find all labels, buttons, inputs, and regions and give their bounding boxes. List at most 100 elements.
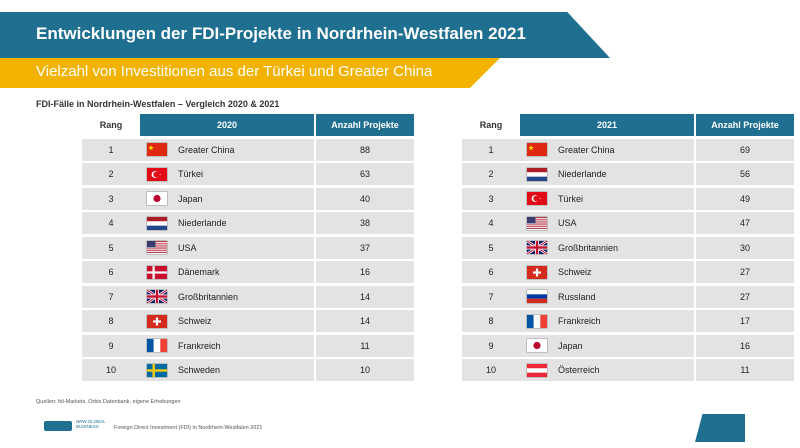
rank-cell: 5: [488, 242, 494, 253]
flag-cell: [520, 216, 554, 230]
rank-cell: 1: [488, 144, 494, 155]
nrw-global-business-logo: [44, 421, 72, 431]
subtitle-banner: Vielzahl von Investitionen aus der Türke…: [0, 58, 500, 88]
rank-cell: 4: [488, 218, 494, 228]
page-title: Entwicklungen der FDI-Projekte in Nordrh…: [36, 24, 526, 43]
count-cell: 17: [694, 310, 794, 332]
usa-flag-icon: [527, 216, 547, 230]
count-cell: 38: [314, 212, 414, 234]
flag-cell: [140, 265, 174, 279]
count-cell: 37: [314, 236, 414, 259]
page-subtitle: Vielzahl von Investitionen aus der Türke…: [36, 63, 433, 80]
rank-cell: 8: [488, 316, 494, 326]
netherlands-flag-icon: [527, 167, 547, 181]
rank-cell: 4: [108, 218, 114, 228]
table-row: 8 Frankreich 17: [462, 310, 794, 332]
count-cell: 16: [694, 334, 794, 357]
switzerland-flag-icon: [147, 314, 167, 328]
austria-flag-icon: [527, 363, 547, 377]
flag-cell: [520, 167, 554, 181]
country-cell: USA: [178, 242, 197, 253]
country-cell: Greater China: [558, 144, 615, 155]
uk-flag-icon: [527, 241, 547, 254]
source-note: Quellen: fdi-Markets, Orbis Datenbank, e…: [36, 399, 181, 405]
flag-cell: [140, 314, 174, 328]
header-rank: Rang: [479, 120, 503, 130]
rank-cell: 10: [485, 365, 496, 375]
table-row: 9 Japan 16: [462, 334, 794, 357]
country-cell: Schweiz: [178, 316, 212, 326]
country-cell: Russland: [558, 291, 596, 302]
flag-cell: [520, 314, 554, 328]
rank-cell: 3: [108, 193, 114, 204]
count-cell: 10: [314, 359, 414, 381]
table-row: 4 Niederlande 38: [82, 212, 414, 234]
country-cell: Schweden: [178, 365, 221, 375]
count-cell: 30: [694, 236, 794, 259]
country-cell: USA: [558, 218, 577, 228]
country-cell: Türkei: [558, 193, 584, 204]
country-cell: Niederlande: [178, 218, 227, 228]
ranking-table-2021: Rang 2021 Anzahl Projekte 1 Greater China 69 2…: [462, 114, 794, 381]
uk-flag-icon: [147, 290, 167, 303]
flag-cell: [140, 339, 174, 352]
rank-cell: 8: [108, 316, 114, 326]
table-row: 10 Schweden 10: [82, 359, 414, 381]
turkey-flag-icon: [527, 192, 547, 205]
country-cell: Großbritannien: [558, 242, 619, 253]
count-cell: 47: [694, 212, 794, 234]
count-cell: 88: [314, 138, 414, 161]
table-row: 1 Greater China 88: [82, 138, 414, 161]
flag-cell: [140, 216, 174, 230]
count-cell: 16: [314, 261, 414, 283]
country-cell: Österreich: [558, 365, 600, 375]
country-cell: Japan: [178, 193, 203, 204]
table-row: 5 USA 37: [82, 236, 414, 259]
table-row: 6 Schweiz 27: [462, 261, 794, 283]
document-title-footer: Foreign Direct Investment (FDI) in Nordr…: [114, 425, 263, 431]
table-row: 7 Russland 27: [462, 285, 794, 308]
flag-cell: [140, 192, 174, 205]
count-cell: 56: [694, 163, 794, 185]
flag-cell: [140, 363, 174, 377]
netherlands-flag-icon: [147, 216, 167, 230]
table-row: 6 Dänemark 16: [82, 261, 414, 283]
usa-flag-icon: [147, 241, 167, 254]
flag-cell: [520, 290, 554, 303]
count-cell: 11: [314, 334, 414, 357]
flag-cell: [520, 241, 554, 254]
count-cell: 11: [694, 359, 794, 381]
country-cell: Frankreich: [558, 316, 601, 326]
country-cell: Frankreich: [178, 340, 221, 351]
rank-cell: 5: [108, 242, 114, 253]
header-count: Anzahl Projekte: [696, 114, 794, 136]
table-row: 3 Türkei 49: [462, 187, 794, 210]
flag-cell: [520, 143, 554, 156]
flag-cell: [520, 192, 554, 205]
table-row: 10 Österreich 11: [462, 359, 794, 381]
table-row: 4 USA 47: [462, 212, 794, 234]
rank-cell: 6: [108, 267, 114, 277]
france-flag-icon: [527, 314, 547, 328]
rank-cell: 7: [108, 291, 114, 302]
count-cell: 69: [694, 138, 794, 161]
country-cell: Greater China: [178, 144, 235, 155]
rank-cell: 3: [488, 193, 494, 204]
country-cell: Schweiz: [558, 267, 592, 277]
flag-cell: [140, 143, 174, 156]
country-cell: Großbritannien: [178, 291, 239, 302]
country-cell: Dänemark: [178, 267, 220, 277]
table-row: 2 Türkei 63: [82, 163, 414, 185]
table-row: 1 Greater China 69: [462, 138, 794, 161]
header-count: Anzahl Projekte: [316, 114, 414, 136]
corner-decoration: [695, 414, 745, 442]
table-row: 9 Frankreich 11: [82, 334, 414, 357]
flag-cell: [520, 339, 554, 352]
count-cell: 27: [694, 261, 794, 283]
count-cell: 27: [694, 285, 794, 308]
rank-cell: 7: [488, 291, 494, 302]
china-flag-icon: [147, 143, 167, 156]
header-year: 2021: [520, 114, 694, 136]
header-rank: Rang: [99, 120, 123, 130]
turkey-flag-icon: [147, 167, 167, 181]
